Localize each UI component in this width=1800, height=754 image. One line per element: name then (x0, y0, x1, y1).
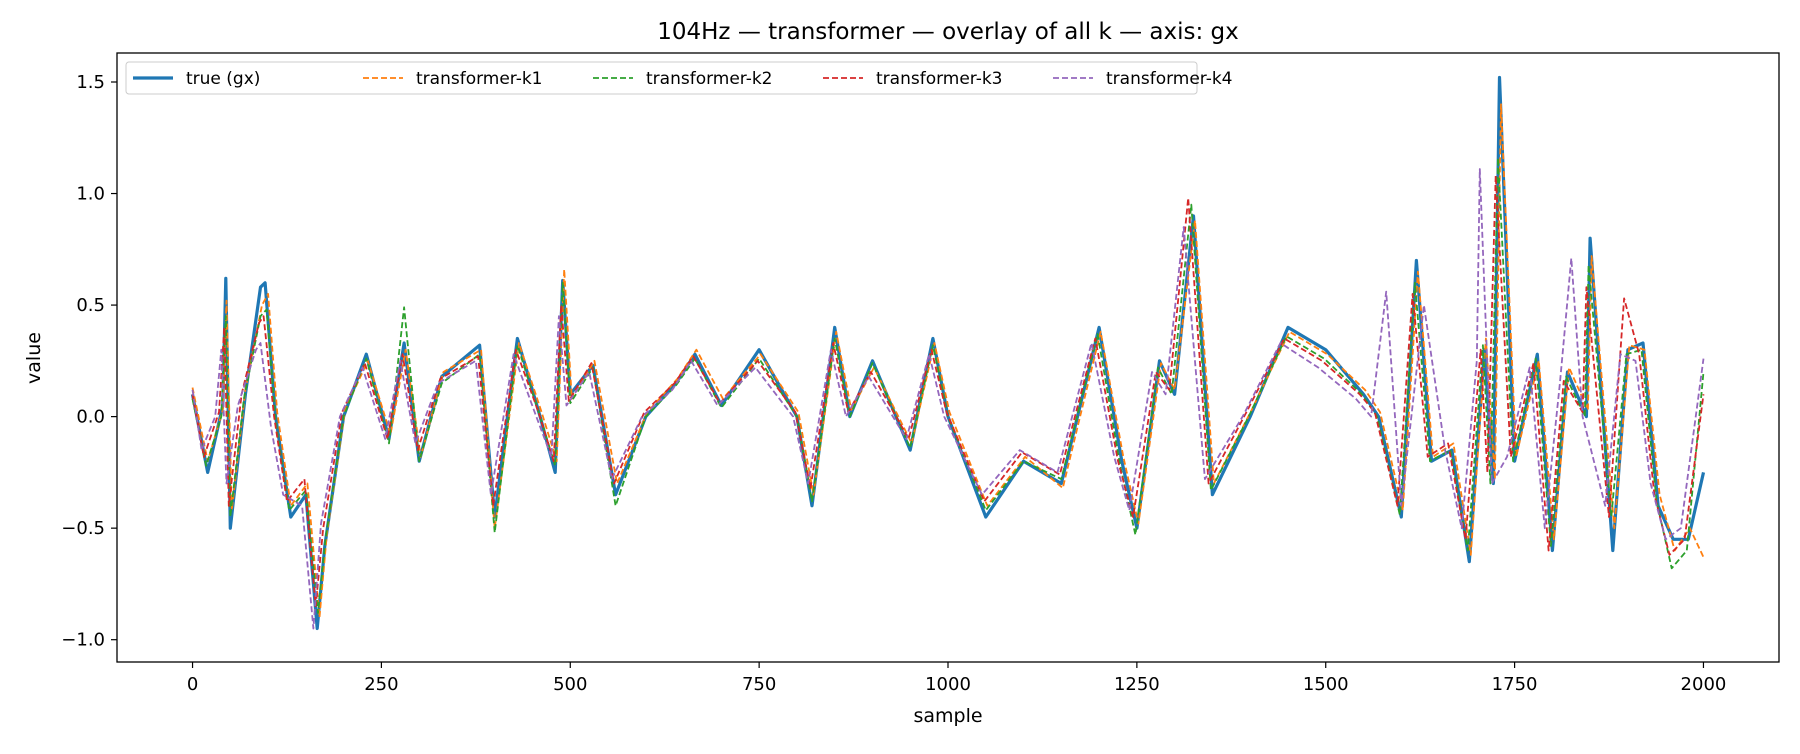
y-tick-label: −1.0 (61, 630, 105, 651)
series-line-transformer-k4 (191, 168, 1705, 630)
x-tick-label: 500 (553, 674, 587, 695)
x-tick-label: 250 (364, 674, 398, 695)
x-tick-label: 0 (187, 674, 198, 695)
series-line-transformer-k3 (191, 174, 1705, 608)
series-layer (190, 75, 1706, 631)
tick-layer: 0 250 500 750 1000 1250 1500 1750 2000 −1.0 −0.5 0.… (61, 72, 1726, 695)
y-axis-label: value (23, 332, 45, 384)
x-tick-label: 1000 (925, 674, 971, 695)
plot-area-frame (116, 52, 1780, 663)
legend-label: transformer-k4 (1106, 69, 1233, 89)
legend-label: transformer-k1 (416, 69, 543, 89)
x-tick-label: 2000 (1681, 674, 1727, 695)
x-tick-label: 1500 (1303, 674, 1349, 695)
y-tick-label: 0.5 (76, 295, 105, 316)
legend-label: transformer-k2 (646, 69, 773, 89)
x-axis-label: sample (913, 705, 982, 727)
series-line-transformer-k2 (191, 156, 1705, 614)
legend-label: true (gx) (186, 69, 260, 89)
y-tick-label: 1.0 (76, 184, 105, 205)
legend-label: transformer-k3 (876, 69, 1003, 89)
y-tick-label: 1.5 (76, 72, 105, 93)
legend: true (gx) transformer-k1 transformer-k2 tra… (125, 61, 1233, 95)
y-tick-label: 0.0 (76, 407, 105, 428)
y-tick-label: −0.5 (61, 518, 105, 539)
legend-box (125, 61, 1198, 95)
x-tick-label: 1250 (1114, 674, 1160, 695)
x-tick-label: 750 (742, 674, 776, 695)
x-tick-label: 1750 (1492, 674, 1538, 695)
chart-title: 104Hz — transformer — overlay of all k —… (657, 19, 1239, 45)
